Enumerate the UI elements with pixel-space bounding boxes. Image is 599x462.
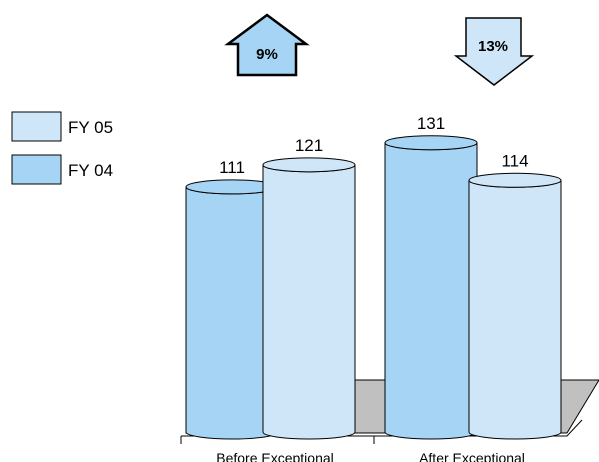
bar-fy-05-after-exceptional — [468, 172, 562, 440]
bar-top — [262, 157, 356, 173]
change-label-up: 9% — [256, 46, 278, 63]
x-tick-label-before-exceptional: Before Exceptional — [216, 450, 334, 462]
change-arrow-down-after-exceptional: 13% — [453, 17, 535, 86]
data-label-fy-05-before-exceptional: 121 — [295, 136, 323, 155]
x-tick-label-after-exceptional: After Exceptional — [419, 450, 525, 462]
data-label-fy-04-after-exceptional: 131 — [417, 114, 445, 133]
legend-label: FY 04 — [68, 161, 113, 180]
bar-top — [468, 172, 562, 188]
bar-top — [384, 135, 478, 151]
change-label-down: 13% — [478, 38, 508, 55]
legend-label: FY 05 — [68, 118, 113, 137]
legend-item-fy-05: FY 05 — [11, 111, 113, 142]
bar-body — [384, 142, 478, 440]
bar-fy-05-before-exceptional — [262, 157, 356, 440]
legend-swatch — [11, 111, 62, 142]
legend-swatch — [11, 154, 62, 185]
data-label-fy-04-before-exceptional: 111 — [219, 158, 245, 177]
bar-body — [468, 180, 562, 440]
bar-fy-04-after-exceptional — [384, 135, 478, 440]
legend-item-fy-04: FY 04 — [11, 154, 113, 185]
change-arrow-up-before-exceptional: 9% — [224, 13, 310, 77]
data-label-fy-05-after-exceptional: 114 — [501, 151, 528, 170]
bar-body — [262, 164, 356, 440]
